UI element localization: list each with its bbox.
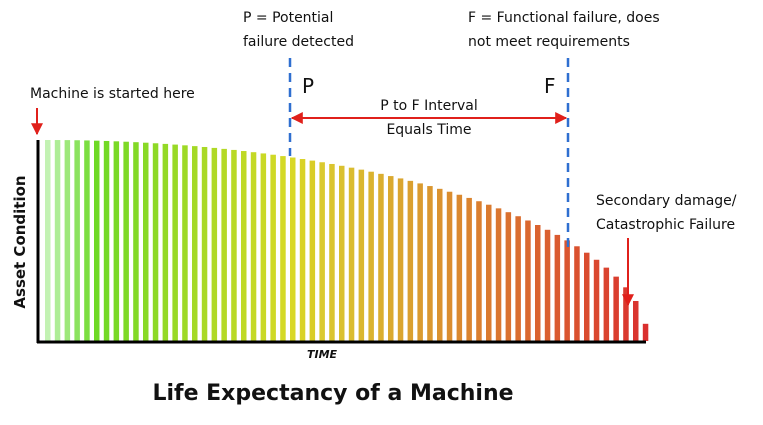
f-note: F = Functional failure, does [468, 10, 660, 26]
stripe [64, 140, 71, 341]
stripe [476, 201, 482, 341]
title: Life Expectancy of a Machine [152, 381, 513, 406]
stripe [613, 276, 619, 341]
stripe [495, 208, 502, 341]
f-note: not meet requirements [468, 34, 630, 50]
stripe [182, 145, 188, 341]
stripe [368, 171, 374, 341]
stripe [270, 154, 276, 341]
interval-label: Equals Time [386, 122, 471, 138]
stripe [407, 180, 414, 341]
secondary-note: Catastrophic Failure [596, 217, 735, 233]
stripe [397, 178, 404, 341]
stripe [554, 234, 561, 341]
stripe [505, 212, 512, 341]
secondary-note: Secondary damage/ [596, 193, 737, 209]
stripe [309, 160, 316, 341]
stripe [584, 252, 590, 341]
interval-label: P to F Interval [380, 98, 478, 114]
start-note: Machine is started here [30, 86, 195, 102]
stripe [544, 229, 551, 341]
stripe [152, 143, 159, 341]
f-marker: F [544, 74, 556, 98]
stripe [319, 162, 325, 341]
stripe [260, 153, 267, 341]
stripe [74, 140, 80, 341]
stripe [388, 176, 394, 341]
stripe [564, 240, 570, 341]
stripe [94, 140, 100, 341]
stripe [623, 287, 629, 341]
stripe [456, 194, 463, 341]
stripe [329, 163, 335, 341]
p-note: P = Potential [243, 10, 333, 26]
stripe [143, 142, 149, 341]
stripe [417, 183, 423, 341]
stripe [201, 146, 208, 341]
stripe [348, 167, 355, 341]
stripe [221, 148, 227, 341]
p-marker: P [302, 74, 314, 98]
p-note: failure detected [243, 34, 354, 50]
stripe [535, 225, 541, 341]
stripe [280, 156, 286, 341]
x-axis-label: TIME [307, 348, 338, 361]
stripe [54, 140, 61, 341]
stripe [633, 301, 639, 341]
stripe [525, 220, 531, 341]
stripe [593, 259, 600, 341]
stripe [642, 323, 649, 341]
stripe [192, 146, 198, 341]
stripe [339, 165, 345, 341]
stripe [250, 152, 257, 341]
stripe [603, 267, 610, 341]
stripe [241, 151, 247, 341]
stripe [84, 140, 90, 341]
stripe [211, 147, 218, 341]
stripe [103, 140, 110, 341]
stripe [45, 140, 51, 341]
y-axis-label: Asset Condition [11, 175, 29, 308]
stripe [515, 216, 521, 341]
stripe [486, 204, 492, 341]
stripe [123, 141, 129, 341]
stripe [378, 173, 384, 341]
stripe [172, 144, 178, 341]
condition-stripes [45, 140, 649, 341]
stripe [133, 142, 139, 341]
stripe [427, 186, 433, 341]
stripe [231, 149, 237, 341]
stripe [290, 157, 296, 341]
stripe [466, 197, 472, 341]
stripe [574, 246, 580, 341]
stripe [299, 159, 306, 341]
stripe [358, 169, 365, 341]
stripe [446, 191, 453, 341]
stripe [113, 141, 120, 341]
stripe [437, 188, 443, 341]
stripe [162, 143, 169, 341]
